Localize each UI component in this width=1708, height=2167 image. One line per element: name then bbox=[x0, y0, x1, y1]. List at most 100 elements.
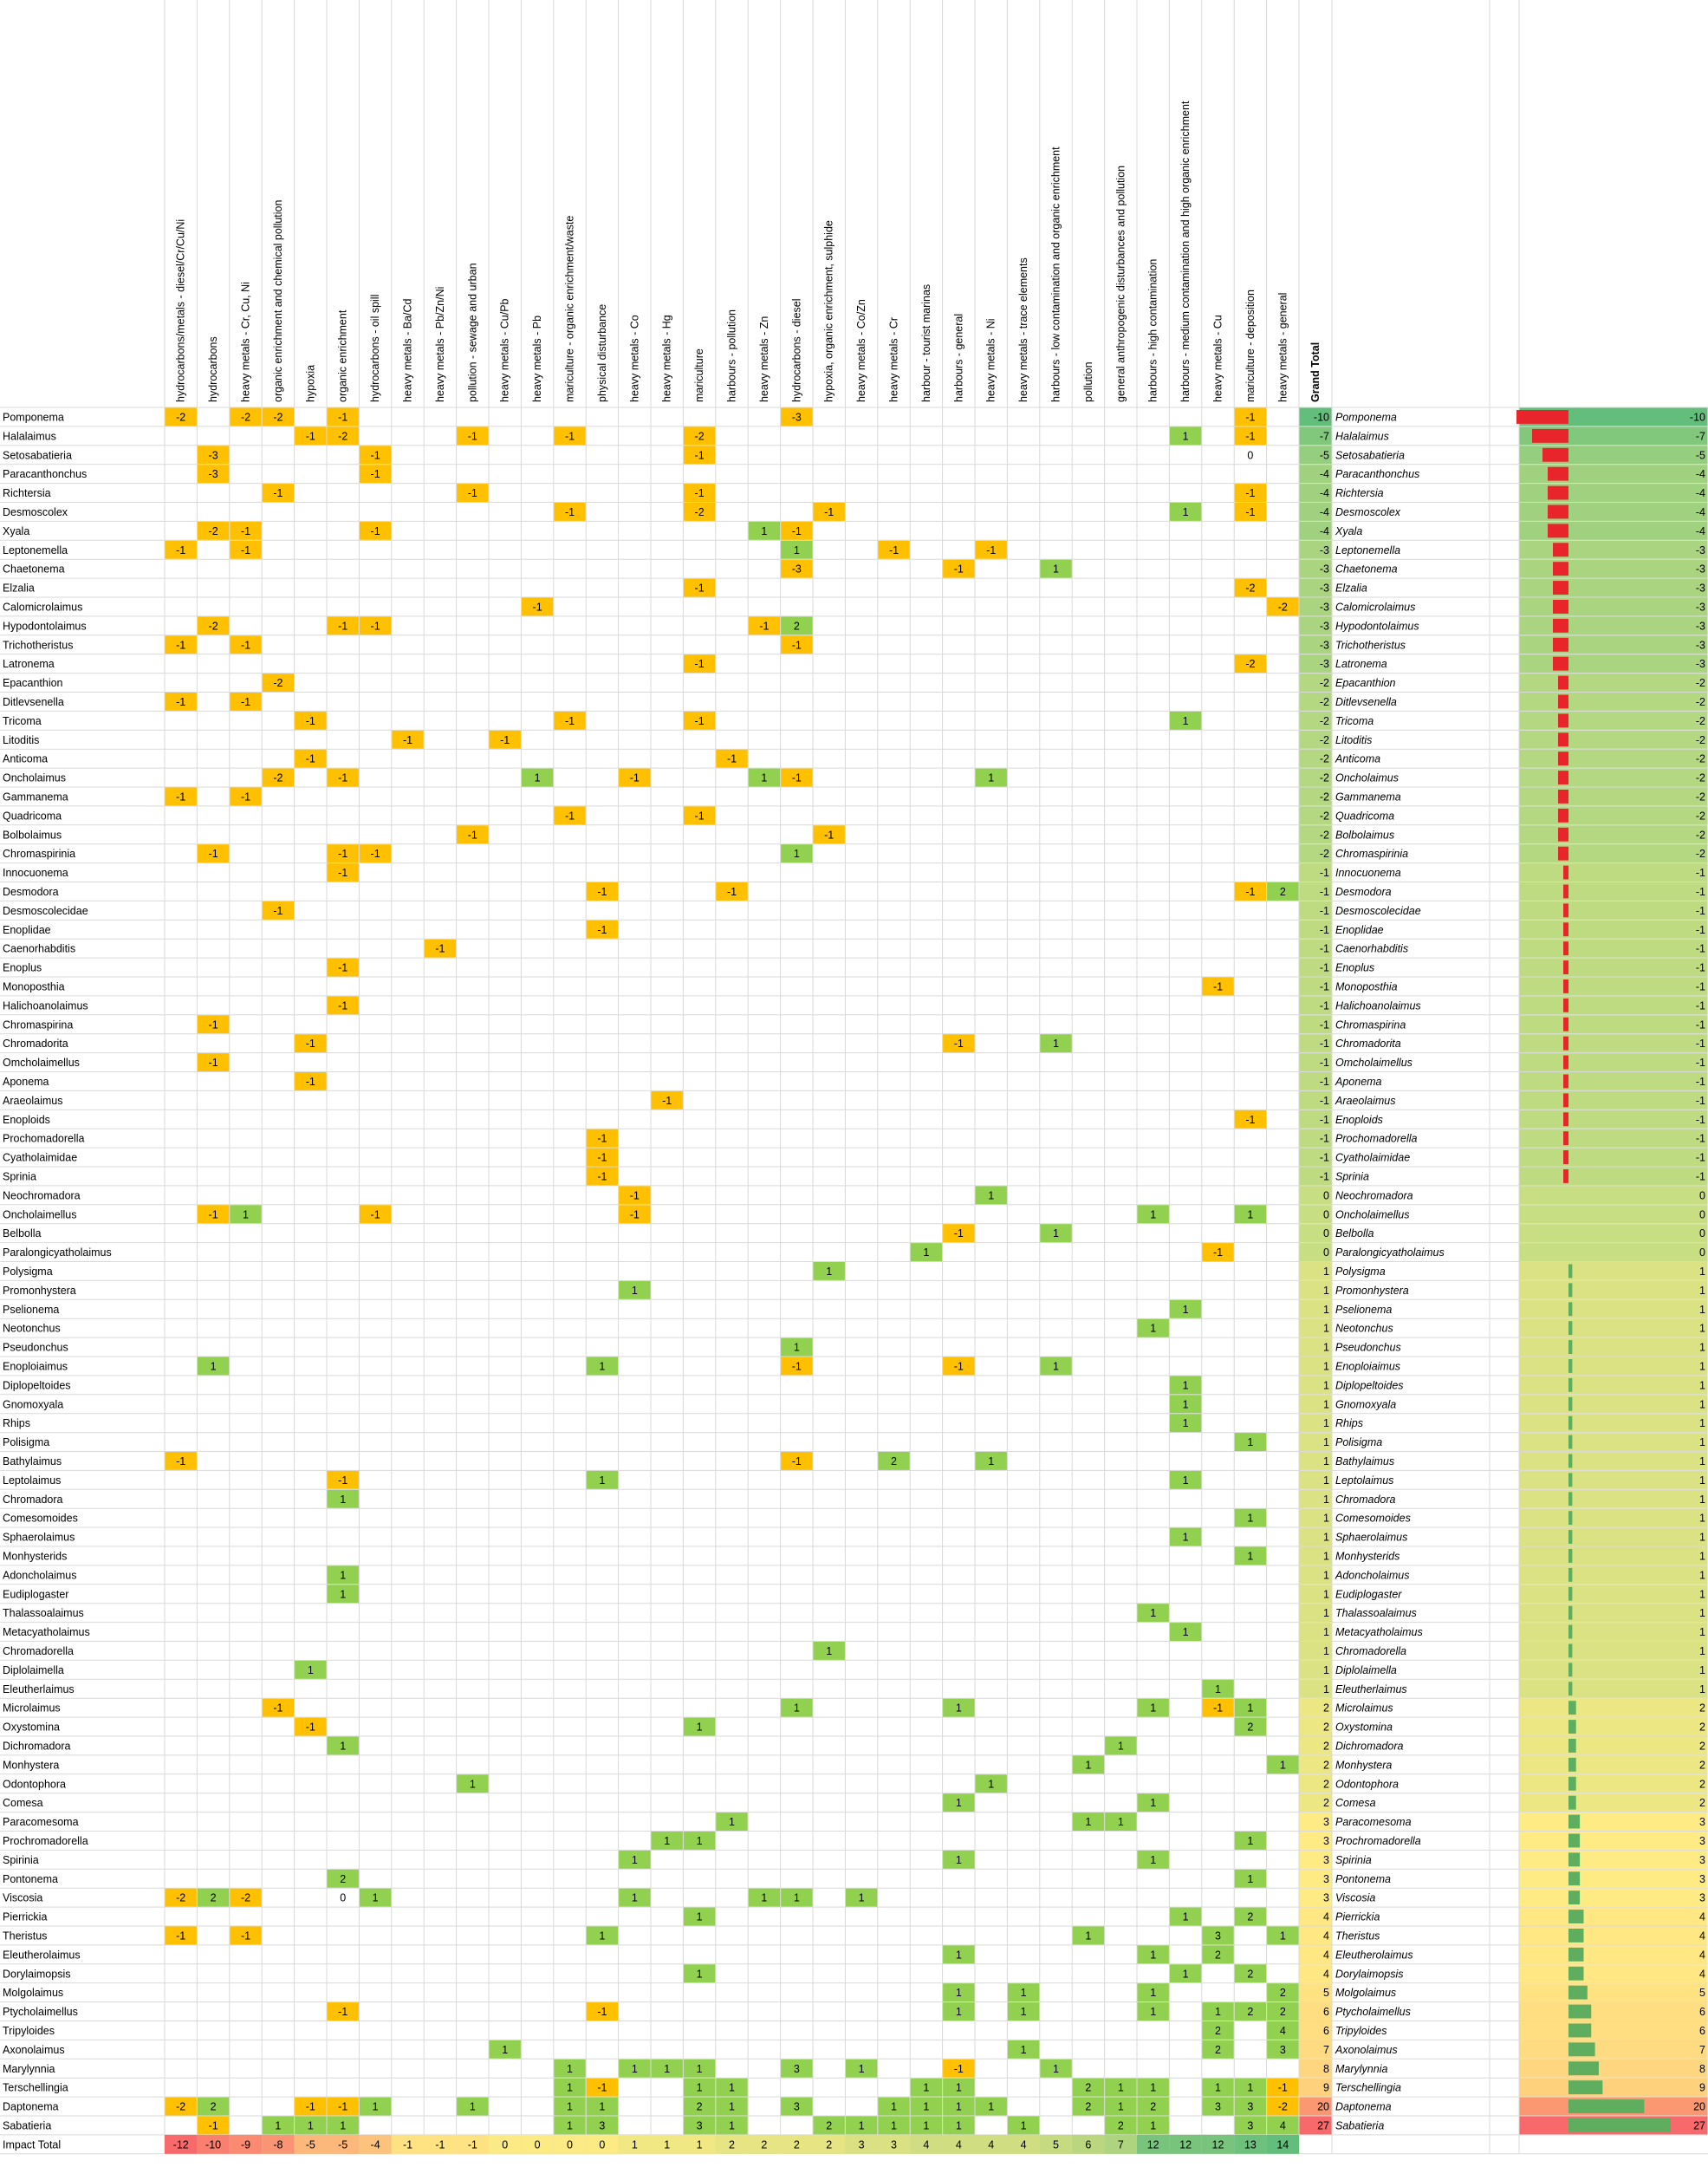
cell-value: -1 bbox=[338, 962, 347, 974]
impact-cell bbox=[1137, 1698, 1169, 1717]
impact-total-cell bbox=[813, 2134, 846, 2154]
bar-total-value: 1 bbox=[1699, 1588, 1705, 1600]
bar-cell-bg bbox=[1519, 863, 1708, 882]
bar-total-value: -1 bbox=[1696, 1114, 1705, 1126]
table-row: Eleutherolaimus 1 1 2 4 Eleutherolaimus 4 bbox=[3, 1945, 1708, 1964]
grand-total-cell bbox=[1299, 1850, 1332, 1869]
grand-total-value: 6 bbox=[1323, 2025, 1329, 2037]
cell-value: -1 bbox=[306, 1038, 315, 1050]
cell-value: 3 bbox=[697, 2120, 703, 2132]
bar-total-value: 2 bbox=[1699, 1759, 1705, 1771]
row-name-italic: Molgolaimus bbox=[1335, 1987, 1396, 1999]
bar-cell-bg bbox=[1519, 1565, 1708, 1585]
grand-total-value: 8 bbox=[1323, 2063, 1329, 2075]
bar-cell-bg bbox=[1519, 901, 1708, 920]
cell-value: 2 bbox=[340, 1873, 346, 1885]
impact-cell bbox=[327, 844, 359, 863]
bar-cell-bg bbox=[1519, 1205, 1708, 1224]
total-bar-negative bbox=[1563, 903, 1568, 918]
cell-value: 1 bbox=[535, 772, 541, 784]
grand-total-value: 1 bbox=[1323, 1398, 1329, 1410]
bar-cell-bg bbox=[1519, 1090, 1708, 1110]
row-name-italic: Omcholaimellus bbox=[1335, 1057, 1413, 1069]
bar-cell-bg bbox=[1519, 1717, 1708, 1736]
bar-total-value: 2 bbox=[1699, 1741, 1705, 1753]
cell-value: -1 bbox=[435, 943, 445, 955]
cell-value: -1 bbox=[338, 848, 347, 860]
impact-cell bbox=[1169, 426, 1202, 446]
grand-total-value: 1 bbox=[1323, 1455, 1329, 1467]
impact-cell bbox=[845, 2116, 878, 2135]
impact-total-value: -12 bbox=[173, 2138, 189, 2151]
grand-total-cell bbox=[1299, 1280, 1332, 1299]
impact-cell bbox=[586, 2078, 619, 2097]
impact-cell bbox=[1105, 2097, 1137, 2116]
impact-cell bbox=[1202, 1679, 1234, 1698]
impact-cell bbox=[197, 1888, 230, 1907]
cell-value: 1 bbox=[599, 2101, 605, 2113]
cell-value: -1 bbox=[306, 1076, 315, 1088]
cell-value: -1 bbox=[273, 1702, 283, 1715]
grand-total-cell bbox=[1299, 749, 1332, 768]
cell-value: -1 bbox=[1213, 1702, 1223, 1715]
bar-cell-bg bbox=[1519, 1907, 1708, 1926]
impact-cell bbox=[1234, 426, 1267, 446]
grand-total-value: 2 bbox=[1323, 1721, 1329, 1734]
impact-total-value: 2 bbox=[761, 2138, 767, 2151]
cell-value: 1 bbox=[794, 1702, 800, 1715]
table-row: Enoplidae -1 -1 Enoplidae -1 bbox=[3, 920, 1708, 939]
cell-value: -1 bbox=[338, 1474, 347, 1487]
row-name-italic: Quadricoma bbox=[1335, 810, 1394, 822]
cell-value: 2 bbox=[1085, 2082, 1091, 2094]
grand-total-cell bbox=[1299, 996, 1332, 1015]
row-name: Cyatholaimidae bbox=[3, 1152, 77, 1164]
row-name-italic: Calomicrolaimus bbox=[1335, 602, 1415, 614]
row-name-italic: Monhysterids bbox=[1335, 1551, 1400, 1563]
grand-total-cell bbox=[1299, 1717, 1332, 1736]
impact-cell bbox=[165, 1888, 197, 1907]
total-bar-positive bbox=[1568, 1511, 1573, 1526]
bar-cell-bg bbox=[1519, 1243, 1708, 1261]
row-name-italic: Rhips bbox=[1335, 1417, 1363, 1429]
column-header: heavy metals - Cr bbox=[888, 317, 900, 402]
cell-value: -2 bbox=[273, 677, 283, 689]
row-name: Anticoma bbox=[3, 753, 48, 765]
bar-cell-bg bbox=[1519, 1964, 1708, 1983]
impact-total-label: Impact Total bbox=[3, 2138, 61, 2151]
bar-total-value: 1 bbox=[1699, 1493, 1705, 1506]
cell-value: -1 bbox=[338, 2006, 347, 2018]
cell-value: 1 bbox=[470, 1778, 476, 1790]
impact-cell bbox=[327, 2002, 359, 2021]
impact-cell bbox=[781, 540, 813, 559]
row-name-italic: Chromadorella bbox=[1335, 1645, 1406, 1657]
impact-cell bbox=[424, 939, 457, 958]
bar-total-value: -4 bbox=[1696, 468, 1705, 480]
impact-total-value: -10 bbox=[205, 2138, 221, 2151]
impact-cell bbox=[1234, 1717, 1267, 1736]
bar-total-value: 1 bbox=[1699, 1417, 1705, 1429]
impact-cell bbox=[586, 1357, 619, 1376]
row-name-italic: Epacanthion bbox=[1335, 677, 1396, 689]
row-name: Gammanema bbox=[3, 791, 68, 804]
row-name-italic: Spirinia bbox=[1335, 1854, 1372, 1866]
impact-cell bbox=[1137, 2116, 1169, 2135]
bar-total-value: -2 bbox=[1696, 715, 1705, 727]
grand-total-value: -2 bbox=[1320, 810, 1329, 822]
grand-total-value: 2 bbox=[1323, 1797, 1329, 1809]
cell-value: 1 bbox=[308, 1664, 314, 1676]
total-bar-positive bbox=[1568, 1435, 1573, 1449]
table-row: Neotonchus 1 1 Neotonchus 1 bbox=[3, 1318, 1708, 1337]
grand-total-cell bbox=[1299, 2021, 1332, 2040]
impact-total-value: -9 bbox=[241, 2138, 250, 2151]
grand-total-cell bbox=[1299, 1983, 1332, 2002]
impact-cell bbox=[554, 503, 586, 521]
impact-cell bbox=[1040, 1357, 1072, 1376]
bar-cell-bg bbox=[1519, 1110, 1708, 1129]
row-name-italic: Oncholaimus bbox=[1335, 772, 1399, 784]
impact-cell bbox=[554, 2059, 586, 2078]
cell-value: 1 bbox=[697, 2063, 703, 2075]
cell-value: 3 bbox=[1247, 2101, 1253, 2113]
bar-cell-bg bbox=[1519, 977, 1708, 996]
cell-value: 1 bbox=[1183, 430, 1189, 442]
impact-cell bbox=[586, 1129, 619, 1148]
